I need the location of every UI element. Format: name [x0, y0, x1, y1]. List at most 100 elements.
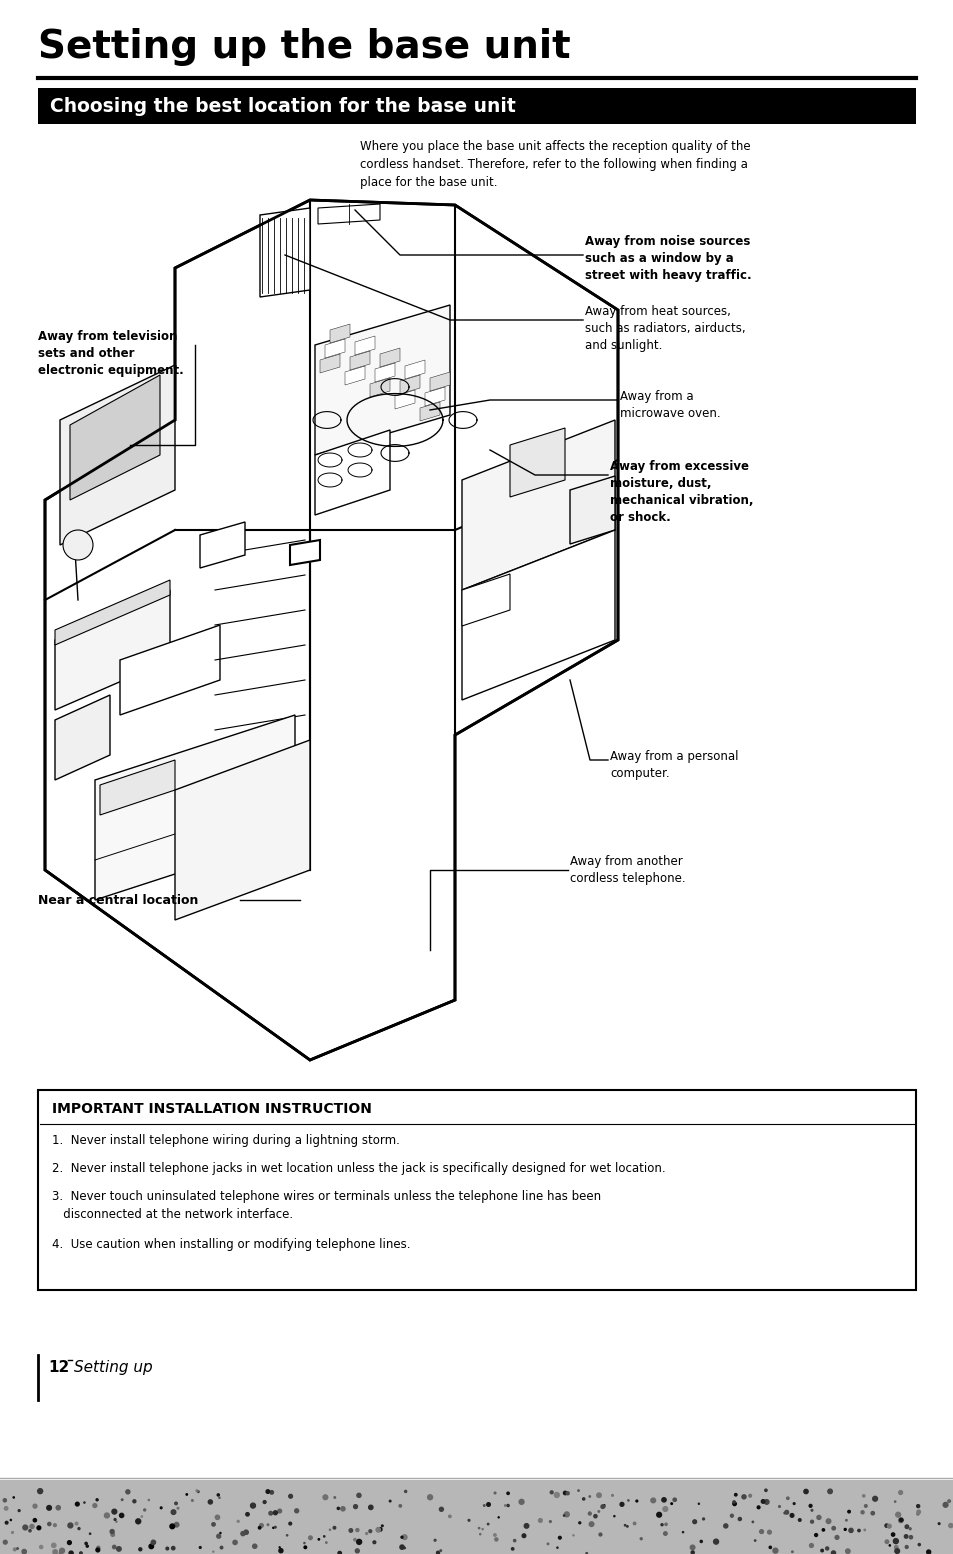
- Circle shape: [33, 1518, 36, 1521]
- Circle shape: [151, 1540, 155, 1545]
- Circle shape: [908, 1535, 912, 1538]
- Circle shape: [398, 1504, 401, 1507]
- Circle shape: [810, 1509, 812, 1510]
- Circle shape: [808, 1504, 811, 1507]
- Circle shape: [6, 1521, 8, 1524]
- Polygon shape: [430, 371, 450, 392]
- Circle shape: [365, 1532, 367, 1534]
- Circle shape: [253, 1545, 256, 1548]
- Circle shape: [334, 1497, 335, 1498]
- Bar: [0, 1479, 953, 1554]
- Circle shape: [40, 1546, 43, 1549]
- Circle shape: [53, 1524, 56, 1526]
- Circle shape: [730, 1514, 733, 1517]
- Polygon shape: [45, 200, 618, 1060]
- Circle shape: [772, 1548, 777, 1552]
- Circle shape: [732, 1501, 735, 1503]
- Polygon shape: [55, 695, 110, 780]
- Circle shape: [171, 1510, 175, 1515]
- Circle shape: [244, 1531, 248, 1534]
- Polygon shape: [510, 427, 564, 497]
- Circle shape: [37, 1526, 41, 1529]
- Circle shape: [661, 1498, 665, 1503]
- Circle shape: [660, 1524, 662, 1526]
- Circle shape: [764, 1489, 766, 1492]
- Text: Away from noise sources
such as a window by a
street with heavy traffic.: Away from noise sources such as a window…: [584, 235, 751, 281]
- Circle shape: [814, 1534, 817, 1537]
- Circle shape: [894, 1549, 899, 1554]
- Circle shape: [563, 1492, 566, 1495]
- Circle shape: [662, 1507, 667, 1512]
- Circle shape: [809, 1543, 813, 1548]
- Circle shape: [784, 1510, 788, 1514]
- Circle shape: [375, 1528, 380, 1532]
- Circle shape: [748, 1495, 751, 1497]
- Polygon shape: [330, 323, 350, 343]
- Circle shape: [690, 1551, 694, 1554]
- Circle shape: [861, 1510, 863, 1514]
- Polygon shape: [461, 530, 615, 699]
- Polygon shape: [174, 740, 310, 920]
- Circle shape: [47, 1506, 51, 1510]
- Polygon shape: [355, 336, 375, 354]
- Circle shape: [778, 1506, 780, 1507]
- Circle shape: [564, 1512, 569, 1517]
- Circle shape: [215, 1515, 219, 1520]
- Circle shape: [702, 1518, 703, 1520]
- Circle shape: [33, 1504, 37, 1507]
- Circle shape: [793, 1503, 794, 1504]
- Circle shape: [611, 1495, 613, 1497]
- Circle shape: [904, 1524, 907, 1529]
- Circle shape: [786, 1497, 788, 1500]
- Circle shape: [216, 1534, 220, 1538]
- Circle shape: [898, 1518, 902, 1523]
- Circle shape: [884, 1540, 888, 1543]
- Circle shape: [60, 1548, 65, 1552]
- Circle shape: [18, 1509, 20, 1512]
- Circle shape: [439, 1549, 441, 1551]
- Circle shape: [789, 1514, 793, 1517]
- Circle shape: [831, 1551, 835, 1554]
- Circle shape: [639, 1538, 641, 1540]
- Circle shape: [948, 1523, 952, 1528]
- Circle shape: [289, 1495, 293, 1498]
- Circle shape: [938, 1523, 939, 1524]
- Circle shape: [274, 1526, 275, 1528]
- Circle shape: [663, 1532, 666, 1535]
- Circle shape: [368, 1506, 373, 1509]
- Circle shape: [233, 1540, 237, 1545]
- Circle shape: [29, 1529, 31, 1532]
- Circle shape: [30, 1524, 34, 1529]
- Circle shape: [603, 1506, 604, 1507]
- Circle shape: [259, 1523, 263, 1528]
- Circle shape: [59, 1552, 62, 1554]
- Polygon shape: [405, 361, 424, 379]
- Circle shape: [427, 1495, 432, 1500]
- Text: Where you place the base unit affects the reception quality of the
cordless hand: Where you place the base unit affects th…: [359, 140, 750, 190]
- Circle shape: [768, 1546, 771, 1548]
- Text: Choosing the best location for the base unit: Choosing the best location for the base …: [50, 96, 516, 115]
- Circle shape: [112, 1509, 116, 1514]
- Circle shape: [723, 1524, 727, 1528]
- Circle shape: [738, 1517, 740, 1520]
- Polygon shape: [370, 378, 390, 396]
- Text: 2.  Never install telephone jacks in wet location unless the jack is specificall: 2. Never install telephone jacks in wet …: [52, 1162, 665, 1175]
- Circle shape: [633, 1523, 635, 1524]
- Polygon shape: [120, 625, 220, 715]
- Polygon shape: [399, 375, 419, 395]
- Polygon shape: [55, 580, 170, 645]
- Polygon shape: [395, 390, 415, 409]
- Circle shape: [75, 1503, 79, 1506]
- Circle shape: [104, 1514, 110, 1518]
- Polygon shape: [314, 305, 450, 455]
- Circle shape: [192, 1500, 193, 1501]
- Polygon shape: [290, 539, 319, 566]
- Circle shape: [486, 1503, 490, 1506]
- Circle shape: [212, 1523, 215, 1526]
- Circle shape: [78, 1528, 80, 1529]
- Circle shape: [566, 1492, 569, 1495]
- Circle shape: [521, 1534, 525, 1537]
- Circle shape: [636, 1500, 637, 1501]
- Circle shape: [763, 1500, 768, 1504]
- Polygon shape: [375, 364, 395, 382]
